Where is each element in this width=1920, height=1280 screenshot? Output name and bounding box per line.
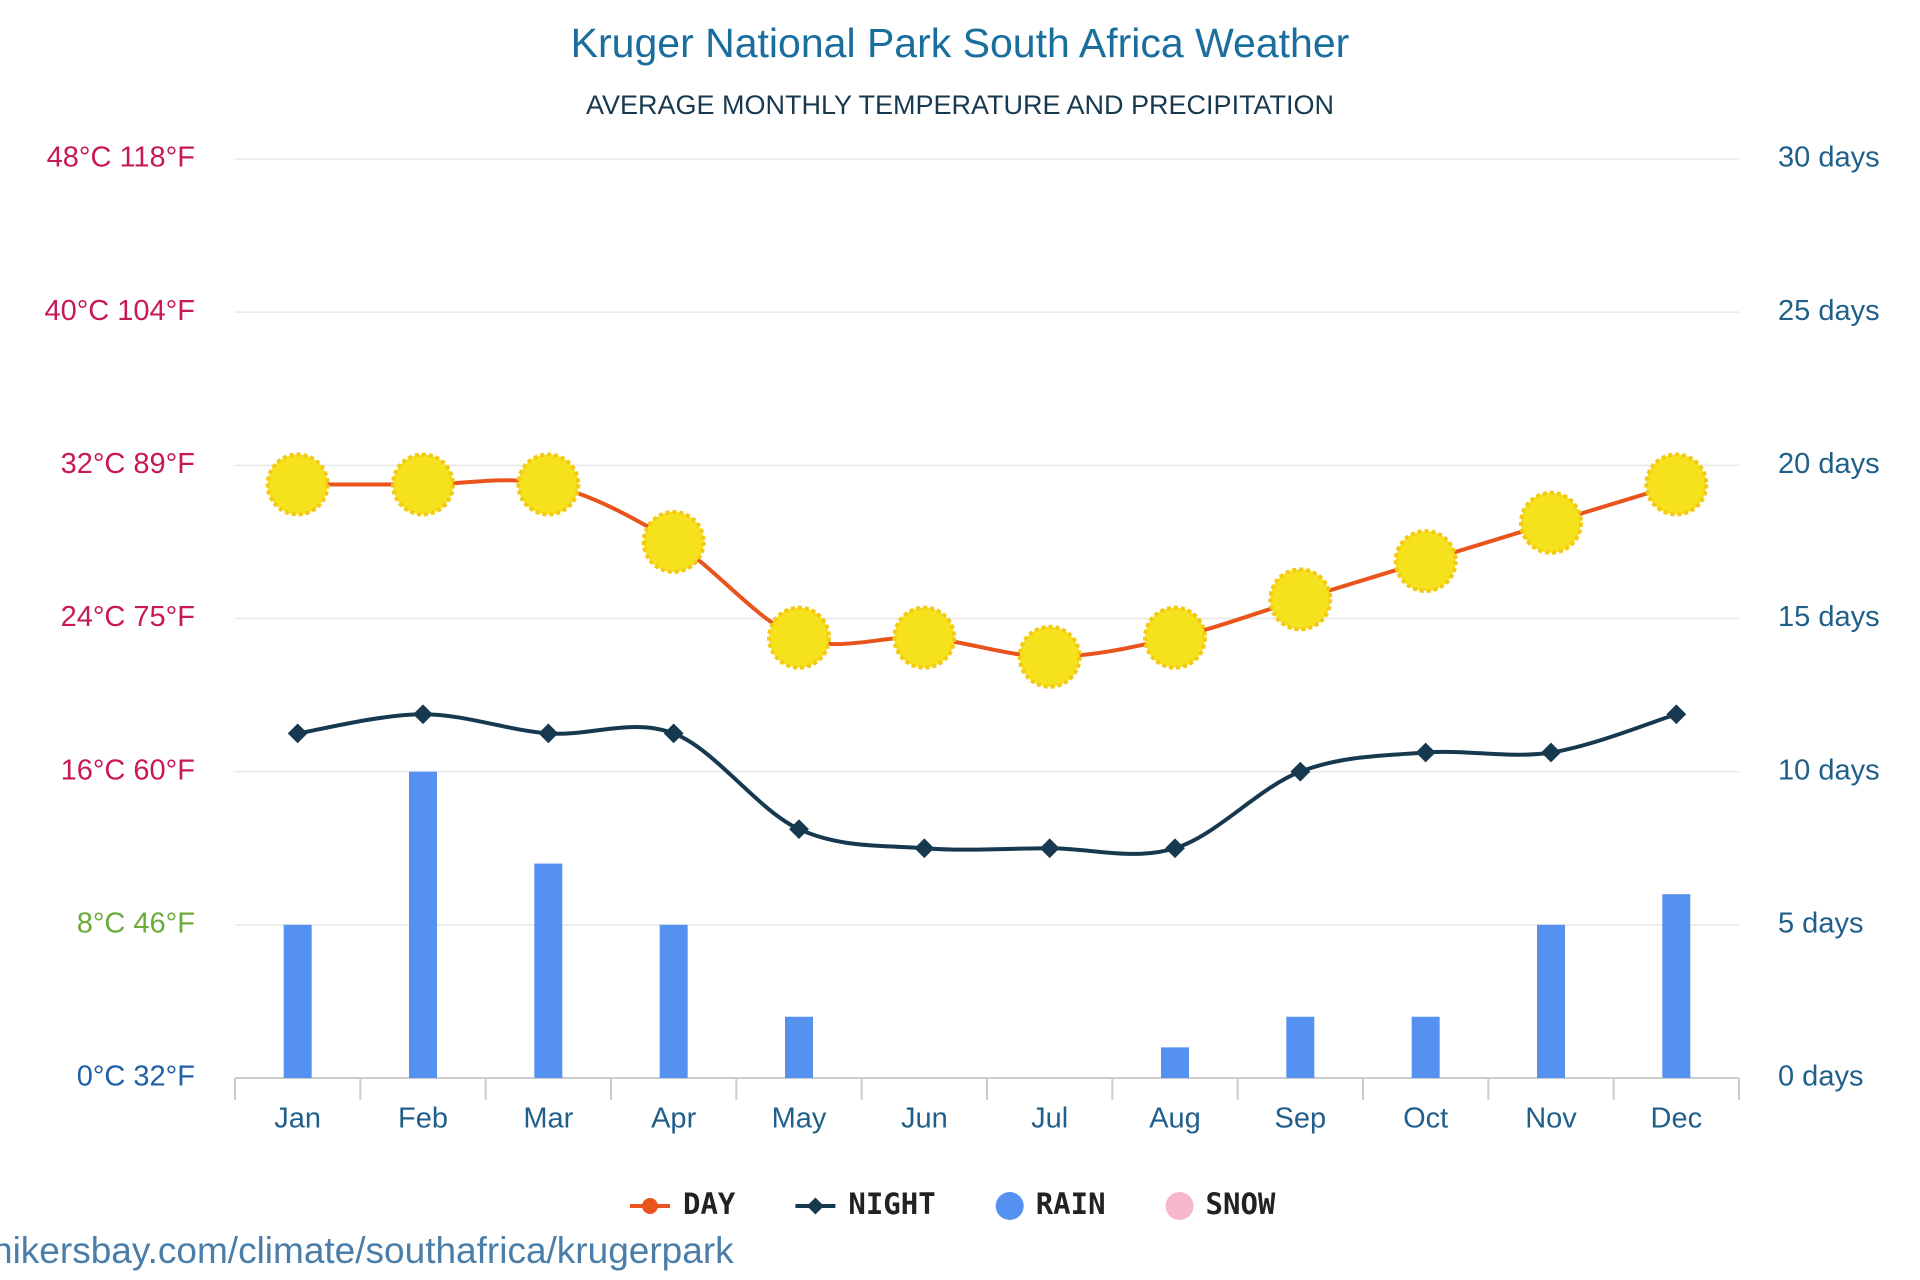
line: [297, 712, 1677, 856]
y2-tick-label: 25 days: [1778, 295, 1880, 327]
x-tick-label: Jul: [1031, 1103, 1068, 1135]
legend-swatch: [806, 1197, 824, 1215]
legend-label: NIGHT: [848, 1187, 935, 1221]
y-tick-label: 24°C 75°F: [61, 601, 195, 633]
source-link: hikersbay.com/climate/southafrica/kruger…: [0, 1230, 734, 1271]
legend-swatch: [1165, 1192, 1194, 1220]
rain-bar: [534, 863, 563, 1078]
sun-marker: [1644, 452, 1709, 517]
sun-marker: [1143, 605, 1207, 670]
night-marker: [1290, 761, 1311, 782]
night-marker: [914, 838, 935, 859]
legend-label: DAY: [683, 1187, 736, 1221]
rain-bar: [1286, 1016, 1315, 1078]
sun-marker: [1519, 490, 1583, 555]
night-marker: [1165, 838, 1185, 859]
night-marker: [538, 723, 559, 744]
y2-tick-label: 5 days: [1778, 907, 1863, 939]
sun-marker: [767, 605, 831, 670]
night-marker: [1415, 742, 1436, 763]
x-tick-label: Nov: [1525, 1103, 1577, 1135]
x-tick-label: Oct: [1403, 1103, 1448, 1135]
y-tick-label: 0°C 32°F: [77, 1061, 195, 1093]
rain-bar: [409, 771, 437, 1078]
sun-marker: [391, 452, 455, 517]
chart-subtitle: AVERAGE MONTHLY TEMPERATURE AND PRECIPIT…: [586, 90, 1334, 120]
y-tick-label: 40°C 104°F: [44, 295, 195, 327]
night-marker: [789, 819, 809, 840]
x-tick-label: Mar: [523, 1103, 573, 1135]
rain-bar: [659, 924, 688, 1078]
rain-bar: [1537, 924, 1565, 1078]
sun-marker: [265, 452, 330, 517]
chart-title: Kruger National Park South Africa Weathe…: [571, 20, 1350, 66]
line: [297, 478, 1677, 659]
rain-bar: [785, 1016, 813, 1078]
sun-marker: [1017, 624, 1082, 689]
y2-tick-label: 30 days: [1778, 142, 1880, 174]
y2-tick-label: 20 days: [1778, 448, 1880, 480]
sun-marker: [641, 509, 706, 574]
night-marker: [1666, 704, 1687, 725]
rain-bar: [283, 924, 312, 1078]
y-tick-label: 8°C 46°F: [77, 907, 195, 939]
sun-marker: [516, 452, 581, 517]
y-tick-label: 16°C 60°F: [61, 754, 195, 786]
x-tick-label: Dec: [1651, 1103, 1703, 1135]
x-tick-label: Jan: [274, 1103, 321, 1135]
rain-bar: [1161, 1047, 1189, 1078]
legend-label: SNOW: [1206, 1187, 1276, 1221]
legend-label: RAIN: [1036, 1187, 1106, 1221]
night-marker: [1039, 838, 1060, 859]
x-tick-label: May: [772, 1103, 827, 1135]
legend-swatch: [995, 1192, 1024, 1220]
y2-tick-label: 15 days: [1778, 601, 1880, 633]
x-tick-label: Aug: [1149, 1103, 1201, 1135]
night-marker: [287, 723, 308, 744]
night-marker: [413, 704, 433, 725]
y2-tick-label: 0 days: [1778, 1061, 1863, 1093]
legend-swatch: [642, 1198, 658, 1214]
x-tick-label: Apr: [651, 1103, 696, 1135]
x-tick-label: Feb: [398, 1103, 448, 1135]
y-tick-label: 48°C 118°F: [47, 142, 195, 174]
x-tick-label: Sep: [1275, 1103, 1327, 1135]
x-tick-label: Jun: [901, 1103, 948, 1135]
rain-bar: [1662, 894, 1691, 1078]
sun-marker: [1268, 567, 1333, 632]
sun-marker: [892, 605, 957, 670]
night-marker: [663, 723, 684, 744]
y2-tick-label: 10 days: [1778, 754, 1880, 786]
y-tick-label: 32°C 89°F: [61, 448, 195, 480]
night-marker: [1541, 742, 1561, 763]
sun-marker: [1393, 529, 1458, 594]
rain-bar: [1411, 1016, 1440, 1078]
